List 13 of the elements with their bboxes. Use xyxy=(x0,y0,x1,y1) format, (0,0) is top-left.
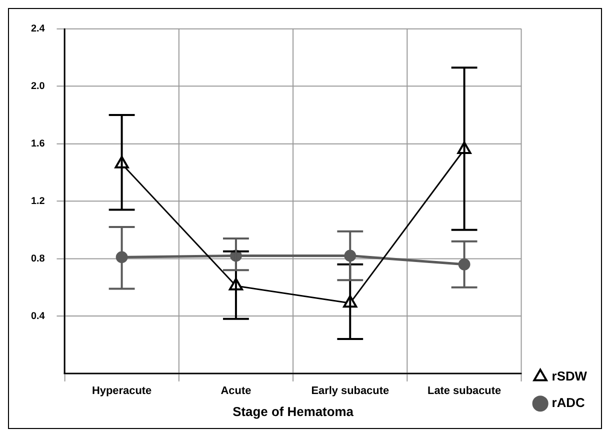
legend-label: rSDW xyxy=(552,368,588,384)
legend-label: rADC xyxy=(552,395,585,410)
y-tick-label: 0.4 xyxy=(30,310,46,322)
y-tick-label: 1.2 xyxy=(30,196,46,207)
x-tick-label: Early subacute xyxy=(311,385,390,397)
x-tick-label: Late subacute xyxy=(428,385,502,397)
y-tick-label: 1.6 xyxy=(30,138,46,150)
x-tick-label: Hyperacute xyxy=(92,385,152,397)
x-axis-title: Stage of Hematoma xyxy=(232,404,354,419)
x-tick-label: Acute xyxy=(220,385,252,397)
y-tick-label: 2.0 xyxy=(30,81,46,92)
y-tick-label: 0.8 xyxy=(30,253,46,264)
y-tick-label: 2.4 xyxy=(30,24,46,35)
